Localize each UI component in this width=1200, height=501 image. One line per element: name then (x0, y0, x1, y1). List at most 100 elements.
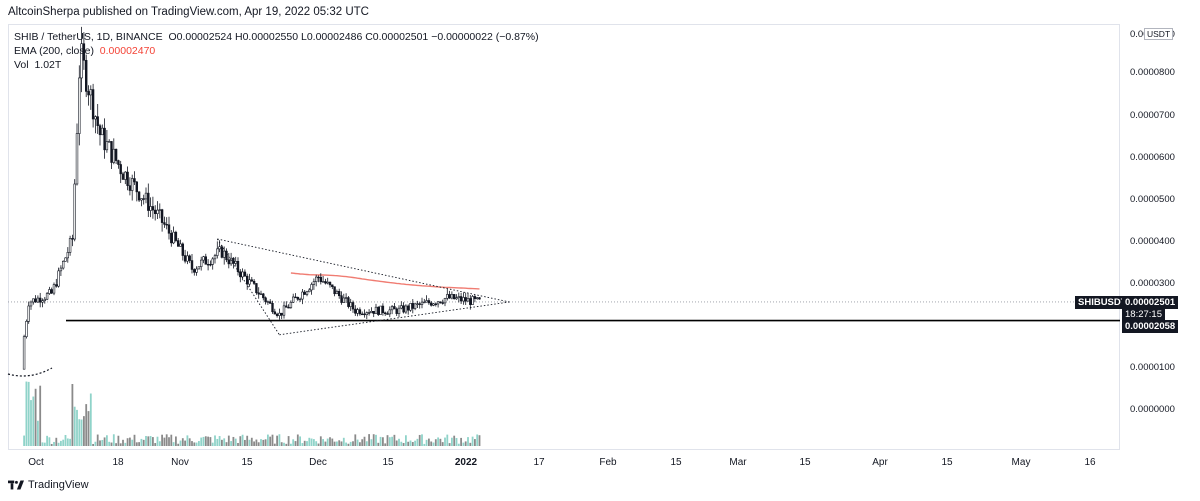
volume-bar (444, 437, 446, 446)
last-price-tag: 0.00002501 (1122, 296, 1179, 309)
volume-bar (46, 435, 48, 446)
candle-up (158, 209, 161, 211)
candle-down (128, 185, 132, 191)
volume-bar (430, 441, 433, 446)
chart-pane[interactable] (8, 24, 1120, 450)
candle-down (236, 260, 240, 273)
volume-bar (216, 438, 219, 446)
volume-bar (83, 416, 85, 446)
price-tick: 0.0000600 (1130, 152, 1175, 163)
volume-bar (23, 435, 25, 446)
candle-up (52, 284, 56, 294)
volume-bar (382, 437, 384, 446)
candle-up (388, 309, 391, 315)
candle-down (147, 192, 150, 211)
candle-down (383, 312, 387, 315)
volume-bar (200, 437, 203, 446)
legend-vol-label[interactable]: Vol (14, 59, 29, 71)
candle-down (181, 243, 184, 256)
time-tick: Apr (872, 457, 888, 468)
candle-up (32, 298, 35, 303)
candle-down (121, 173, 125, 180)
candle-up (68, 238, 72, 253)
volume-bar (326, 438, 329, 446)
volume-bar (421, 434, 423, 446)
candle-down (98, 125, 102, 136)
volume-bar (299, 436, 301, 446)
candle-down (252, 280, 256, 284)
candle-down (441, 302, 444, 304)
candle-up (413, 303, 417, 309)
legend-ema-value: 0.00002470 (99, 45, 156, 57)
price-tick: 0.0000100 (1130, 362, 1175, 373)
legend-symbol[interactable]: SHIB / TetherUS, 1D, BINANCE (14, 31, 163, 43)
volume-bar (204, 436, 207, 446)
candle-down (273, 311, 276, 315)
candle-down (220, 246, 224, 258)
volume-bar (60, 440, 62, 446)
volume-bar (416, 438, 419, 446)
volume-bar (446, 434, 449, 446)
candle-down (386, 313, 389, 315)
candle-down (328, 281, 332, 286)
candle-up (223, 250, 226, 258)
upper-trendline (217, 238, 510, 303)
tradingview-brand[interactable]: TradingView (8, 479, 89, 491)
currency-unit-badge[interactable]: USDT (1144, 28, 1174, 40)
candle-down (448, 294, 451, 299)
volume-bar (402, 442, 405, 446)
volume-bar (414, 440, 416, 446)
candle-up (259, 293, 263, 295)
candle-up (455, 297, 458, 300)
volume-bar (338, 440, 341, 446)
volume-bar (129, 437, 131, 446)
candle-up (78, 77, 81, 134)
price-axis[interactable]: 0.0000900 0.0000800 0.0000700 0.0000600 … (1120, 24, 1200, 450)
candle-up (390, 306, 394, 311)
volume-bar (384, 443, 387, 446)
volume-bar (398, 438, 400, 446)
volume-bar (106, 435, 108, 446)
candle-up (400, 305, 403, 309)
volume-bar (319, 436, 322, 446)
time-tick: 15 (241, 457, 253, 468)
volume-bar (324, 441, 327, 446)
volume-bar (138, 442, 140, 446)
candle-up (124, 171, 127, 180)
candle-up (108, 141, 111, 143)
volume-bar (32, 396, 35, 446)
volume-bar (78, 419, 81, 446)
legend-vol-value: 1.02T (34, 59, 62, 71)
volume-bar (34, 388, 37, 446)
candle-up (356, 309, 359, 314)
volume-bar (66, 438, 69, 446)
candle-down (142, 198, 145, 200)
volume-bar (303, 440, 306, 446)
volume-bar (92, 443, 94, 446)
candle-down (459, 296, 463, 302)
candle-down (303, 291, 306, 295)
candle-down (119, 164, 122, 175)
candle-up (131, 178, 134, 191)
volume-bar (30, 400, 32, 446)
volume-bar (464, 441, 467, 446)
candle-up (314, 276, 318, 282)
legend-ema-label[interactable]: EMA (200, close) (14, 45, 94, 57)
candle-down (170, 232, 173, 244)
candle-down (103, 127, 106, 151)
candle-up (446, 294, 449, 299)
volume-bar (124, 442, 127, 446)
volume-bar (294, 441, 297, 446)
candle-down (38, 297, 42, 303)
volume-bar (227, 435, 230, 446)
candle-up (443, 297, 447, 304)
candle-up (172, 231, 175, 244)
volume-bar (241, 434, 244, 446)
candle-down (183, 255, 187, 262)
volume-bar (342, 437, 345, 446)
volume-bar (168, 437, 170, 446)
volume-bar (103, 437, 106, 446)
volume-bar (462, 442, 465, 446)
candle-up (64, 257, 67, 262)
